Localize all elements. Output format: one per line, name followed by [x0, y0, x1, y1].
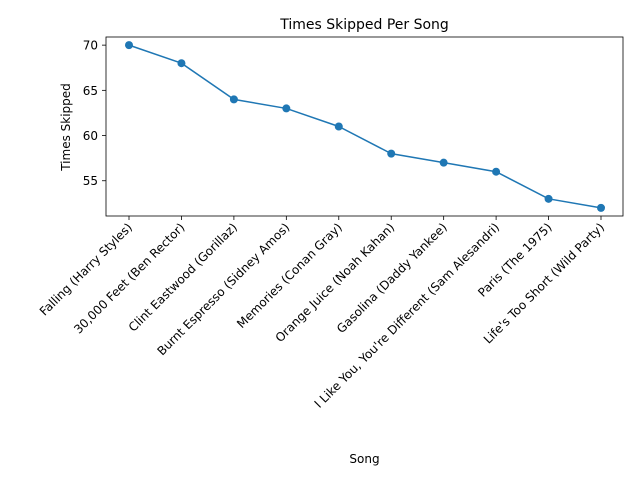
- x-tick-label: Falling (Harry Styles): [37, 220, 135, 318]
- data-point: [544, 194, 553, 203]
- data-point: [492, 167, 501, 176]
- x-axis-title: Song: [349, 452, 379, 466]
- y-axis: 55 60 65 70: [83, 39, 106, 188]
- data-point: [125, 41, 133, 50]
- data-point: [597, 203, 605, 212]
- plot-frame: [105, 36, 624, 217]
- data-point: [177, 59, 186, 68]
- data-point: [229, 95, 238, 104]
- x-tick-label: I Like You, You're Different (Sam Alesan…: [312, 220, 503, 411]
- x-tick-label: 30,000 Feet (Ben Rector): [71, 220, 187, 336]
- y-axis-title: Times Skipped: [59, 83, 73, 172]
- x-tick-label: Memories (Conan Gray): [234, 220, 345, 331]
- y-tick-label: 55: [83, 174, 98, 188]
- data-point: [387, 149, 396, 158]
- x-axis: Falling (Harry Styles)30,000 Feet (Ben R…: [37, 216, 607, 411]
- series-line: [128, 44, 602, 209]
- x-tick-label: Gasolina (Daddy Yankee): [334, 220, 450, 336]
- y-tick-label: 65: [83, 84, 98, 98]
- data-point: [334, 122, 343, 131]
- data-point: [439, 158, 448, 167]
- plot-area: [125, 41, 605, 212]
- y-tick-label: 70: [83, 39, 98, 53]
- data-point: [282, 104, 291, 113]
- x-tick-label: Clint Eastwood (Gorillaz): [126, 220, 240, 334]
- chart-title: Times Skipped Per Song: [279, 17, 449, 33]
- y-tick-label: 60: [83, 129, 98, 143]
